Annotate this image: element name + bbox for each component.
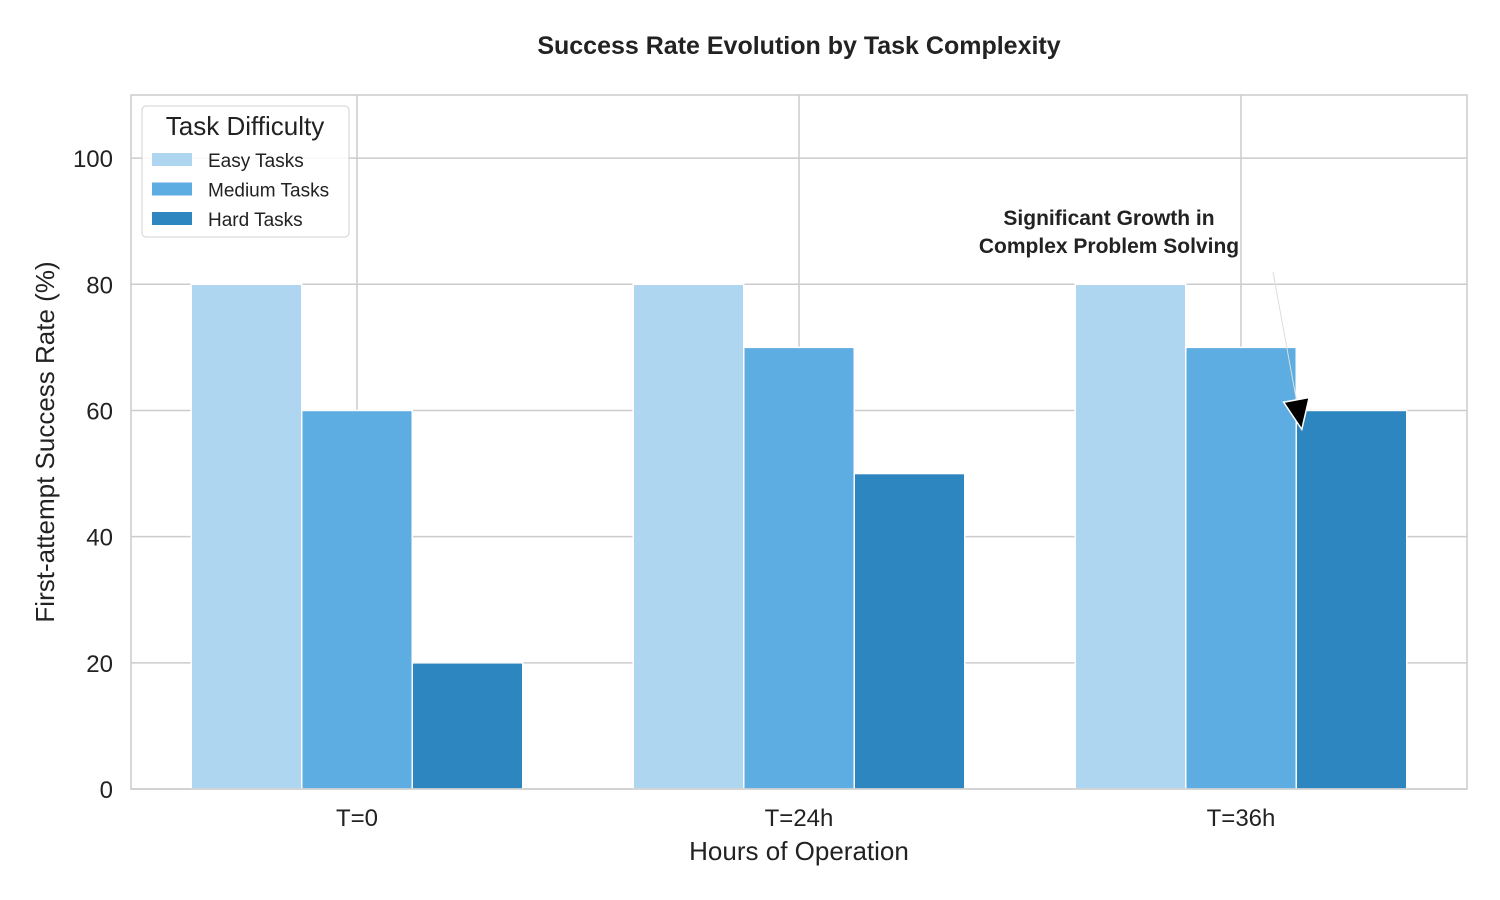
annotation-line-1: Significant Growth in (1003, 207, 1214, 230)
bar-medium-tasks (1185, 346, 1297, 790)
y-tick-label: 0 (100, 777, 113, 804)
x-tick-label: T=24h (765, 805, 834, 832)
x-axis-label: Hours of Operation (689, 836, 909, 866)
y-tick-label: 60 (86, 398, 113, 425)
y-tick-label: 40 (86, 525, 113, 552)
x-tick-label: T=36h (1207, 805, 1276, 832)
bar-easy-tasks (190, 283, 303, 790)
bar-medium-tasks (743, 346, 855, 790)
legend-swatch (152, 153, 192, 166)
x-ticks: T=0 T=24h T=36h (336, 805, 1275, 832)
legend-label: Medium Tasks (208, 181, 329, 202)
legend-frame (141, 105, 350, 238)
legend-swatch (152, 212, 192, 225)
y-tick-label: 80 (86, 272, 113, 299)
legend: Task Difficulty Easy Tasks Medium Tasks Ha… (141, 105, 350, 238)
bar-hard-tasks (853, 472, 966, 790)
bar-medium-tasks (301, 409, 413, 790)
bar-easy-tasks (632, 283, 745, 790)
y-tick-label: 20 (86, 651, 113, 678)
arrow-head-icon (1282, 396, 1311, 432)
y-ticks: 0 20 40 60 80 100 (73, 146, 113, 804)
plot-frame (130, 94, 1468, 790)
y-tick-label: 100 (73, 146, 113, 173)
x-tick-label: T=0 (336, 805, 378, 832)
y-axis-label: First-attempt Success Rate (%) (30, 261, 60, 622)
annotation-line-2: Complex Problem Solving (979, 235, 1239, 258)
bar-easy-tasks (1074, 283, 1187, 790)
bar-hard-tasks (411, 662, 524, 790)
bar-hard-tasks (1295, 409, 1408, 790)
chart-title: Success Rate Evolution by Task Complexit… (537, 32, 1060, 60)
legend-swatch (152, 182, 192, 196)
legend-title: Task Difficulty (166, 111, 324, 141)
bars (190, 283, 1408, 790)
legend-label: Easy Tasks (208, 151, 304, 172)
legend-label: Hard Tasks (208, 210, 303, 231)
annotation: Significant Growth in Complex Problem So… (979, 207, 1311, 432)
